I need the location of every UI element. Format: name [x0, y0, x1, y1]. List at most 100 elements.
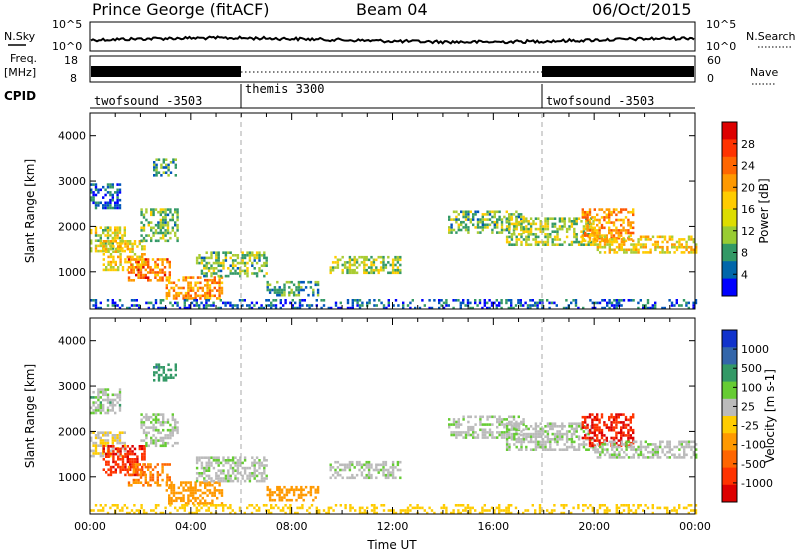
noise-strip-frame — [89, 21, 696, 52]
echo-cell — [553, 217, 557, 220]
echo-cell — [155, 166, 158, 169]
echo-cell — [452, 299, 455, 302]
echo-cell — [399, 511, 402, 515]
echo-cell — [483, 304, 486, 307]
echo-cell — [210, 256, 213, 260]
echo-cell — [656, 445, 659, 449]
echo-cell — [159, 301, 162, 305]
echo-cell — [116, 304, 119, 307]
echo-cell — [537, 217, 540, 220]
echo-cell — [180, 496, 183, 500]
echo-cell — [452, 210, 456, 214]
echo-cell — [102, 506, 105, 510]
echo-cell — [574, 301, 578, 305]
echo-cell — [457, 218, 460, 221]
echo-cell — [253, 474, 256, 478]
echo-cell — [379, 468, 383, 472]
echo-cell — [584, 426, 587, 429]
echo-cell — [525, 448, 528, 451]
echo-cell — [234, 477, 237, 480]
echo-cell — [625, 251, 628, 254]
echo-cell — [143, 452, 146, 456]
echo-cell — [346, 301, 350, 305]
echo-cell — [382, 473, 385, 477]
echo-cell — [201, 294, 204, 298]
echo-cell — [133, 253, 137, 256]
echo-cell — [210, 254, 213, 257]
echo-cell — [137, 478, 140, 482]
echo-cell — [105, 471, 108, 474]
nave-tick-bottom: 0 — [707, 72, 714, 85]
echo-cell — [123, 441, 126, 445]
echo-cell — [577, 306, 580, 310]
echo-cell — [166, 260, 169, 264]
echo-cell — [107, 268, 110, 272]
echo-cell — [156, 258, 159, 261]
echo-cell — [97, 398, 100, 402]
echo-cell — [525, 425, 528, 428]
echo-cell — [92, 193, 95, 197]
echo-cell — [227, 267, 230, 270]
echo-cell — [212, 269, 216, 273]
echo-cell — [227, 477, 230, 480]
echo-cell — [591, 231, 594, 235]
echo-cell — [615, 456, 619, 459]
y-tick-label: 1000 — [58, 266, 86, 279]
echo-cell — [346, 266, 349, 269]
echo-cell — [391, 468, 395, 472]
echo-cell — [553, 422, 557, 425]
echo-cell — [176, 223, 179, 227]
echo-cell — [605, 234, 608, 237]
echo-cell — [218, 294, 221, 298]
y-tick-label: 1000 — [58, 471, 86, 484]
echo-cell — [206, 284, 209, 287]
echo-cell — [133, 473, 137, 477]
echo-cell — [194, 294, 197, 298]
echo-cell — [150, 441, 153, 445]
echo-cell — [440, 304, 443, 307]
echo-cell — [196, 276, 200, 279]
echo-cell — [651, 448, 655, 451]
echo-cell — [99, 239, 102, 242]
echo-cell — [207, 509, 210, 512]
echo-cell — [659, 251, 662, 254]
echo-cell — [251, 264, 254, 267]
echo-cell — [625, 448, 628, 451]
echo-cell — [472, 436, 475, 439]
echo-cell — [367, 473, 371, 477]
echo-cell — [346, 466, 349, 469]
echo-cell — [198, 306, 201, 310]
echo-cell — [611, 440, 614, 444]
echo-cell — [529, 227, 533, 231]
echo-cell — [551, 243, 554, 246]
echo-cell — [263, 469, 266, 472]
echo-cell — [351, 304, 354, 307]
echo-cell — [131, 266, 134, 269]
echo-cell — [627, 434, 630, 437]
echo-cell — [217, 459, 220, 462]
echo-cell — [162, 166, 165, 169]
echo-cell — [195, 511, 198, 515]
echo-cell — [195, 509, 198, 512]
echo-cell — [391, 473, 395, 477]
echo-cell — [207, 469, 211, 472]
echo-cell — [243, 511, 246, 515]
echo-cell — [156, 478, 159, 482]
echo-cell — [90, 183, 93, 186]
echo-cell — [166, 434, 170, 437]
echo-cell — [517, 438, 521, 441]
echo-cell — [90, 449, 93, 453]
echo-cell — [496, 226, 499, 229]
echo-cell — [524, 301, 527, 305]
echo-cell — [165, 291, 168, 295]
echo-cell — [171, 213, 174, 217]
nsky-label: N.Sky — [4, 30, 36, 43]
echo-cell — [217, 504, 220, 507]
echo-cell — [351, 258, 354, 262]
echo-cell — [387, 255, 390, 259]
echo-cell — [164, 221, 167, 224]
echo-cell — [541, 240, 545, 244]
echo-cell — [600, 226, 604, 230]
echo-cell — [114, 206, 117, 210]
echo-cell — [635, 448, 638, 451]
